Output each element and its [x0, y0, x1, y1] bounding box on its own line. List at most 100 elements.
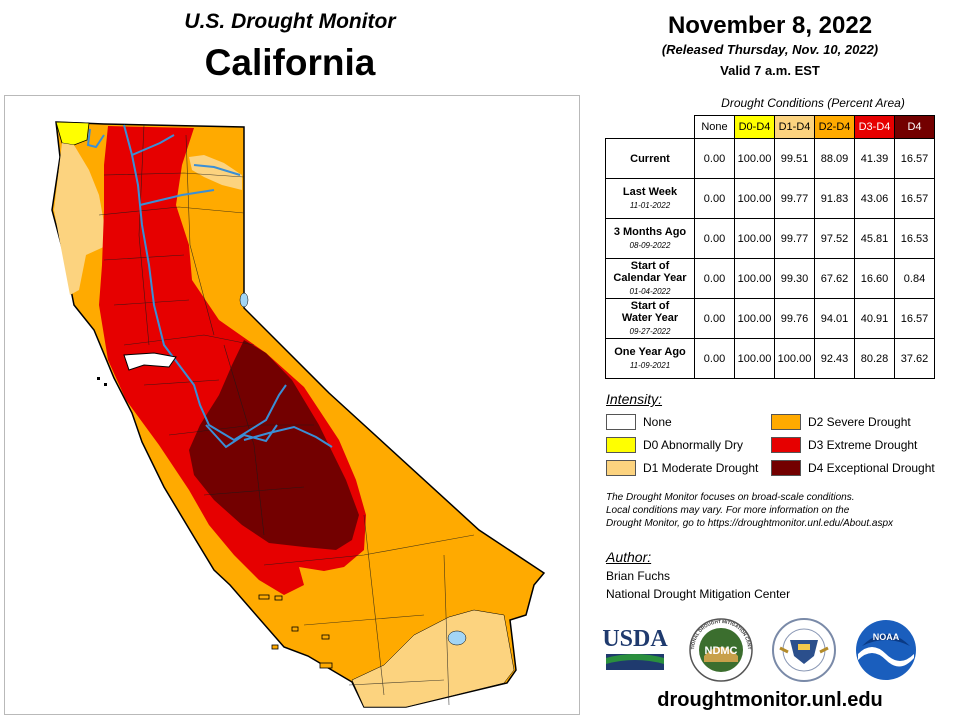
- note-line: Local conditions may vary. For more info…: [606, 505, 850, 516]
- legend-label: D0 Abnormally Dry: [643, 438, 744, 452]
- row-label: Current: [605, 138, 695, 179]
- cell-value: 37.62: [894, 338, 935, 379]
- website-link[interactable]: droughtmonitor.unl.edu: [657, 689, 883, 711]
- row-date: 11-01-2022: [629, 200, 671, 210]
- rivers: [86, 124, 333, 449]
- row-date: 11-09-2021: [629, 360, 671, 370]
- col-d4: D4: [894, 115, 935, 139]
- legend-item: D2 Severe Drought: [771, 414, 911, 430]
- cell-value: 16.57: [894, 138, 935, 179]
- row-date: 08-09-2022: [629, 240, 671, 250]
- cell-value: 94.01: [814, 298, 855, 339]
- legend-swatch: [771, 437, 801, 453]
- cell-value: 16.57: [894, 298, 935, 339]
- noaa-logo: NOAA: [856, 620, 916, 680]
- cell-value: 100.00: [734, 138, 775, 179]
- sf-bay: [123, 352, 177, 371]
- cell-value: 88.09: [814, 138, 855, 179]
- lake-tahoe: [239, 292, 249, 308]
- d1-northeast: [189, 155, 242, 190]
- col-none: None: [694, 115, 735, 139]
- table-header-row: None D0-D4 D1-D4 D2-D4 D3-D4 D4: [606, 115, 935, 139]
- cell-value: 100.00: [774, 338, 815, 379]
- table-row: Start of Water Year 09-27-2022 0.00 100.00…: [605, 298, 935, 339]
- row-date: 01-04-2022: [629, 286, 671, 296]
- row-label-text: 3 Months Ago: [613, 225, 687, 238]
- legend-label: D3 Extreme Drought: [808, 438, 918, 452]
- cell-value: 91.83: [814, 178, 855, 219]
- agency-logos: USDA NDMC NATIONAL DROUGHT MITIGATION CE…: [600, 618, 916, 682]
- cell-value: 99.30: [774, 258, 815, 299]
- doc-seal-icon: [772, 618, 836, 682]
- row-label-text: Last Week: [622, 185, 678, 198]
- cell-value: 0.84: [894, 258, 935, 299]
- legend-swatch: [771, 414, 801, 430]
- row-date: 09-27-2022: [629, 326, 671, 336]
- legend-item: D3 Extreme Drought: [771, 437, 917, 453]
- author-heading: Author:: [606, 549, 652, 565]
- legend-title: Intensity:: [606, 391, 663, 407]
- legend-label: D4 Exceptional Drought: [808, 461, 935, 475]
- row-label: Last Week 11-01-2022: [605, 178, 695, 219]
- row-label-text-2: Water Year: [621, 311, 679, 324]
- legend-swatch: [606, 414, 636, 430]
- table-row: Current 0.00 100.00 99.51 88.09 41.39 16…: [605, 138, 935, 179]
- legend-swatch: [606, 437, 636, 453]
- row-label: Start of Calendar Year 01-04-2022: [605, 258, 695, 299]
- row-label-text: Start of: [630, 259, 670, 272]
- d4-area: [189, 340, 359, 550]
- usda-logo: USDA: [602, 626, 668, 670]
- cell-value: 0.00: [694, 138, 735, 179]
- legend-item: D4 Exceptional Drought: [771, 460, 935, 476]
- legend-label: None: [643, 415, 672, 429]
- table-corner: [606, 116, 695, 139]
- noaa-logo-text: NOAA: [873, 632, 900, 642]
- valid-time: Valid 7 a.m. EST: [720, 63, 820, 78]
- d1-north-coast: [54, 143, 108, 295]
- row-label-text-2: Calendar Year: [613, 271, 687, 284]
- cell-value: 45.81: [854, 218, 895, 259]
- cell-value: 80.28: [854, 338, 895, 379]
- row-label: 3 Months Ago 08-09-2022: [605, 218, 695, 259]
- row-label: Start of Water Year 09-27-2022: [605, 298, 695, 339]
- legend-swatch: [606, 460, 636, 476]
- table-row: Start of Calendar Year 01-04-2022 0.00 100…: [605, 258, 935, 299]
- col-d2-d4: D2-D4: [814, 115, 855, 139]
- drought-conditions-table: None D0-D4 D1-D4 D2-D4 D3-D4 D4 Current …: [605, 115, 935, 379]
- cell-value: 0.00: [694, 178, 735, 219]
- map-date: November 8, 2022: [667, 12, 873, 39]
- cell-value: 16.57: [894, 178, 935, 219]
- cell-value: 0.00: [694, 298, 735, 339]
- cell-value: 16.60: [854, 258, 895, 299]
- cell-value: 92.43: [814, 338, 855, 379]
- table-row: 3 Months Ago 08-09-2022 0.00 100.00 99.77…: [605, 218, 935, 259]
- col-d0-d4: D0-D4: [734, 115, 775, 139]
- legend-swatch: [771, 460, 801, 476]
- legend-item: D1 Moderate Drought: [606, 460, 758, 476]
- usda-logo-text: USDA: [602, 626, 668, 652]
- legend-label: D2 Severe Drought: [808, 415, 911, 429]
- channel-islands: [258, 594, 333, 669]
- legend-item: None: [606, 414, 672, 430]
- author-organization: National Drought Mitigation Center: [606, 587, 791, 601]
- cell-value: 99.76: [774, 298, 815, 339]
- map-state-title: California: [204, 42, 376, 83]
- cell-value: 99.77: [774, 218, 815, 259]
- farallon-dots: [97, 377, 107, 386]
- table-row: Last Week 11-01-2022 0.00 100.00 99.77 91…: [605, 178, 935, 219]
- row-label: One Year Ago 11-09-2021: [605, 338, 695, 379]
- salton-sea: [447, 630, 467, 646]
- cell-value: 43.06: [854, 178, 895, 219]
- cell-value: 0.00: [694, 338, 735, 379]
- cell-value: 67.62: [814, 258, 855, 299]
- map-supertitle: U.S. Drought Monitor: [184, 10, 396, 33]
- california-drought-map: [51, 121, 546, 708]
- row-label-text: Current: [630, 152, 670, 165]
- cell-value: 16.53: [894, 218, 935, 259]
- release-date: (Released Thursday, Nov. 10, 2022): [661, 42, 879, 57]
- cell-value: 0.00: [694, 258, 735, 299]
- county-lines: [98, 124, 475, 706]
- cell-value: 0.00: [694, 218, 735, 259]
- note-line: The Drought Monitor focuses on broad-sca…: [606, 492, 855, 503]
- cell-value: 99.77: [774, 178, 815, 219]
